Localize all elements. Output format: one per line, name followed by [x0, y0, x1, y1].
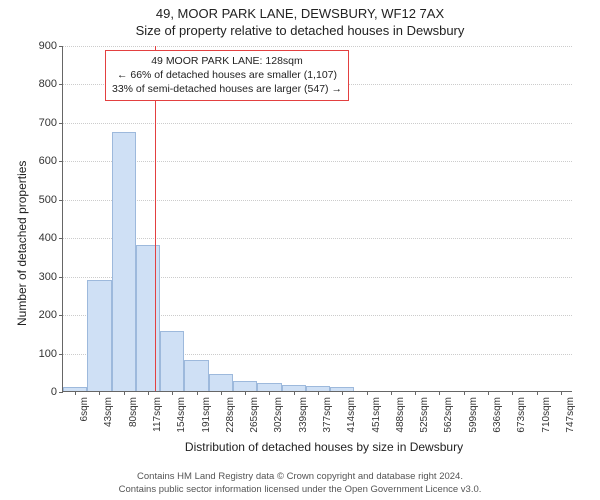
xtick-mark: [342, 391, 343, 395]
footer-line-1: Contains HM Land Registry data © Crown c…: [0, 471, 600, 483]
ytick-label: 0: [51, 386, 63, 398]
ytick-label: 600: [39, 155, 63, 167]
xtick-mark: [439, 391, 440, 395]
histogram-chart: 01002003004005006007008009006sqm43sqm80s…: [62, 46, 572, 392]
footer-line-2: Contains public sector information licen…: [0, 484, 600, 496]
xtick-mark: [537, 391, 538, 395]
xtick-mark: [391, 391, 392, 395]
gridline: [63, 238, 572, 239]
ytick-label: 300: [39, 271, 63, 283]
histogram-bar: [87, 280, 111, 391]
xtick-mark: [367, 391, 368, 395]
gridline: [63, 161, 572, 162]
histogram-bar: [160, 331, 184, 391]
ytick-label: 500: [39, 194, 63, 206]
xtick-mark: [294, 391, 295, 395]
histogram-bar: [136, 245, 160, 391]
xtick-mark: [124, 391, 125, 395]
xtick-label: 673sqm: [516, 397, 527, 433]
xtick-mark: [269, 391, 270, 395]
xtick-label: 43sqm: [103, 397, 114, 427]
xtick-label: 562sqm: [443, 397, 454, 433]
xtick-mark: [318, 391, 319, 395]
xtick-label: 414sqm: [346, 397, 357, 433]
x-axis-label: Distribution of detached houses by size …: [24, 440, 600, 454]
xtick-label: 710sqm: [541, 397, 552, 433]
xtick-mark: [197, 391, 198, 395]
ytick-label: 400: [39, 232, 63, 244]
ytick-label: 700: [39, 117, 63, 129]
xtick-label: 302sqm: [273, 397, 284, 433]
xtick-mark: [99, 391, 100, 395]
xtick-label: 451sqm: [371, 397, 382, 433]
xtick-label: 80sqm: [128, 397, 139, 427]
xtick-label: 339sqm: [298, 397, 309, 433]
xtick-mark: [75, 391, 76, 395]
xtick-label: 488sqm: [395, 397, 406, 433]
xtick-label: 377sqm: [322, 397, 333, 433]
annotation-line: 49 MOOR PARK LANE: 128sqm: [112, 54, 342, 68]
histogram-bar: [233, 381, 257, 391]
xtick-label: 747sqm: [565, 397, 576, 433]
xtick-mark: [561, 391, 562, 395]
xtick-label: 599sqm: [468, 397, 479, 433]
annotation-line: ← 66% of detached houses are smaller (1,…: [112, 68, 342, 82]
xtick-mark: [488, 391, 489, 395]
footer: Contains HM Land Registry data © Crown c…: [0, 471, 600, 496]
ytick-label: 100: [39, 348, 63, 360]
annotation-line: 33% of semi-detached houses are larger (…: [112, 82, 342, 96]
ytick-label: 800: [39, 78, 63, 90]
ytick-label: 900: [39, 40, 63, 52]
xtick-mark: [415, 391, 416, 395]
xtick-mark: [148, 391, 149, 395]
xtick-label: 6sqm: [79, 397, 90, 421]
y-axis-label: Number of detached properties: [15, 161, 29, 326]
xtick-label: 191sqm: [201, 397, 212, 433]
page-title: 49, MOOR PARK LANE, DEWSBURY, WF12 7AX: [0, 6, 600, 21]
xtick-mark: [464, 391, 465, 395]
xtick-label: 636sqm: [492, 397, 503, 433]
xtick-label: 117sqm: [152, 397, 163, 432]
xtick-label: 265sqm: [249, 397, 260, 433]
histogram-bar: [209, 374, 233, 391]
annotation-box: 49 MOOR PARK LANE: 128sqm← 66% of detach…: [105, 50, 349, 101]
xtick-label: 154sqm: [176, 397, 187, 433]
xtick-mark: [221, 391, 222, 395]
page-subtitle: Size of property relative to detached ho…: [0, 23, 600, 38]
gridline: [63, 123, 572, 124]
histogram-bar: [257, 383, 281, 391]
histogram-bar: [112, 132, 136, 392]
gridline: [63, 200, 572, 201]
xtick-mark: [245, 391, 246, 395]
gridline: [63, 46, 572, 47]
xtick-mark: [172, 391, 173, 395]
xtick-label: 228sqm: [225, 397, 236, 433]
ytick-label: 200: [39, 309, 63, 321]
xtick-mark: [512, 391, 513, 395]
xtick-label: 525sqm: [419, 397, 430, 433]
histogram-bar: [184, 360, 208, 391]
